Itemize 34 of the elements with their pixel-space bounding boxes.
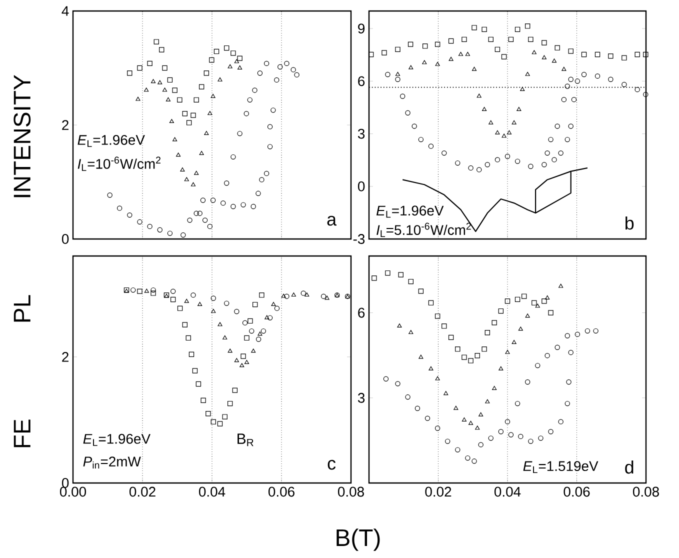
annotation: E$_{L}$=1.96eV bbox=[83, 434, 150, 446]
y-tick-label: 3 bbox=[358, 128, 365, 139]
x-tick-label: 0.06 bbox=[564, 486, 590, 497]
y-tick-label: 3 bbox=[358, 392, 365, 403]
y-tick-label: 6 bbox=[358, 308, 365, 318]
x-tick-label: 0.08 bbox=[632, 486, 659, 497]
y-tick-label: 2 bbox=[62, 352, 68, 362]
annotation: E$_{L}$=1.519eV bbox=[523, 461, 598, 474]
y-tick-label: 0 bbox=[62, 234, 69, 244]
x-tick-label: 0.02 bbox=[425, 486, 452, 497]
y-tick-label: 4 bbox=[62, 6, 69, 16]
x-tick-label: 0.04 bbox=[494, 486, 521, 497]
annotation: b bbox=[626, 216, 634, 230]
x-tick-label: 0.04 bbox=[198, 486, 226, 497]
annotation: B$_{R}$ bbox=[238, 434, 254, 446]
y-axis-title: FE PL INTENSITY bbox=[14, 74, 31, 448]
y-tick-label: 6 bbox=[358, 76, 365, 86]
annotation: d bbox=[625, 460, 634, 474]
annotation: P$_{in}$=2mW bbox=[83, 456, 141, 469]
annotation: a bbox=[327, 216, 337, 226]
y-tick-label: 9 bbox=[358, 24, 365, 34]
annotation: E$_{L}$=1.96eV bbox=[376, 206, 444, 218]
x-axis-title: B(T) bbox=[336, 528, 380, 551]
y-tick-label: -3 bbox=[353, 234, 365, 244]
y-tick-label: 0 bbox=[62, 478, 69, 488]
annotation: E$_{L}$=1.96eV bbox=[78, 135, 145, 147]
y-tick-label: 2 bbox=[62, 120, 68, 130]
x-tick-label: 0.08 bbox=[338, 486, 364, 497]
y-tick-label: 0 bbox=[358, 181, 365, 192]
x-tick-label: 0.06 bbox=[268, 486, 294, 497]
annotation: I$_{L}$=10$^{-6}$W/cm$^{2}$ bbox=[78, 156, 160, 171]
x-tick-label: 0.00 bbox=[60, 486, 86, 497]
x-tick-label: 0.02 bbox=[129, 486, 156, 497]
annotation: c bbox=[328, 460, 336, 470]
